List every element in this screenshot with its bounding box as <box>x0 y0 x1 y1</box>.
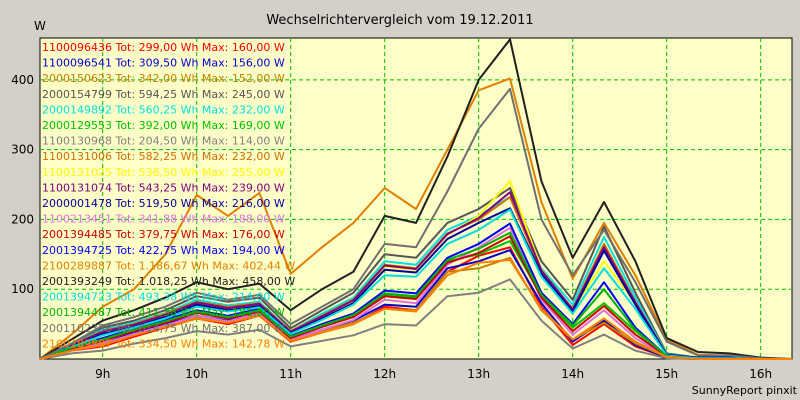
y-axis-unit-label: W <box>34 19 46 33</box>
legend-entry: 2001394485 Tot: 379,75 Wh Max: 176,00 W <box>42 228 285 241</box>
x-tick-label: 15h <box>655 367 678 381</box>
y-tick-label: 300 <box>11 143 34 157</box>
series-line-7 <box>39 278 792 360</box>
legend-entry: 2001102358 Tot: 614,75 Wh Max: 387,00 W <box>42 322 285 335</box>
legend-entry: 2001393249 Tot: 1.018,25 Wh Max: 458,00 … <box>42 275 295 288</box>
chart-title: Wechselrichtervergleich vom 19.12.2011 <box>266 13 533 28</box>
legend-entry: 2000150623 Tot: 342,00 Wh Max: 152,00 W <box>42 72 285 85</box>
x-tick-label: 9h <box>95 367 110 381</box>
y-axis: 100 200 300 400 <box>11 73 34 296</box>
legend-entry: 2000154799 Tot: 594,25 Wh Max: 245,00 W <box>42 88 285 101</box>
series-line-16 <box>39 38 793 360</box>
legend-entry: 1100096436 Tot: 299,00 Wh Max: 160,00 W <box>42 41 285 54</box>
legend-entry: 2001394487 Tot: 411,38 Wh Max: 181,00 W <box>42 306 285 319</box>
legend-entry: 1100130968 Tot: 204,50 Wh Max: 114,00 W <box>42 135 285 148</box>
series-lines <box>39 38 793 360</box>
legend-entry: 1100131074 Tot: 543,25 Wh Max: 239,00 W <box>42 181 285 194</box>
legend-entry: 2000001478 Tot: 519,50 Wh Max: 216,00 W <box>42 197 285 210</box>
legend-entry: 1100213451 Tot: 341,88 Wh Max: 188,00 W <box>42 213 285 226</box>
x-axis: 9h 10h 11h 12h 13h 14h 15h 16h <box>95 367 772 381</box>
x-tick-label: 16h <box>749 367 772 381</box>
legend-entry: 1100096541 Tot: 309,50 Wh Max: 156,00 W <box>42 57 285 70</box>
legend-entry: 1100131006 Tot: 582,25 Wh Max: 232,00 W <box>42 150 285 163</box>
series-line-20 <box>39 258 792 360</box>
x-tick-label: 10h <box>185 367 208 381</box>
legend-entry: 2100289887 Tot: 334,50 Wh Max: 142,78 W <box>42 337 285 350</box>
x-tick-label: 14h <box>561 367 584 381</box>
x-tick-label: 12h <box>373 367 396 381</box>
legend-entry: 2001394723 Tot: 493,38 Wh Max: 214,00 W <box>42 291 285 304</box>
x-tick-label: 11h <box>279 367 302 381</box>
x-tick-label: 13h <box>467 367 490 381</box>
y-tick-label: 100 <box>11 282 34 296</box>
y-tick-label: 200 <box>11 212 34 226</box>
series-line-19 <box>39 87 793 360</box>
legend-entry: 2100289887 Tot: 1.186,67 Wh Max: 402,44 … <box>42 259 295 272</box>
legend-entry: 2000149892 Tot: 560,25 Wh Max: 232,00 W <box>42 103 285 116</box>
footer-credit: SunnyReport pinxit <box>692 384 798 397</box>
legend-entry: 1100131025 Tot: 536,50 Wh Max: 255,00 W <box>42 166 285 179</box>
y-tick-label: 400 <box>11 73 34 87</box>
legend: 1100096436 Tot: 299,00 Wh Max: 160,00 W 1… <box>42 41 295 350</box>
legend-entry: 2001394725 Tot: 422,75 Wh Max: 194,00 W <box>42 244 285 257</box>
legend-entry: 2000129553 Tot: 392,00 Wh Max: 169,00 W <box>42 119 285 132</box>
